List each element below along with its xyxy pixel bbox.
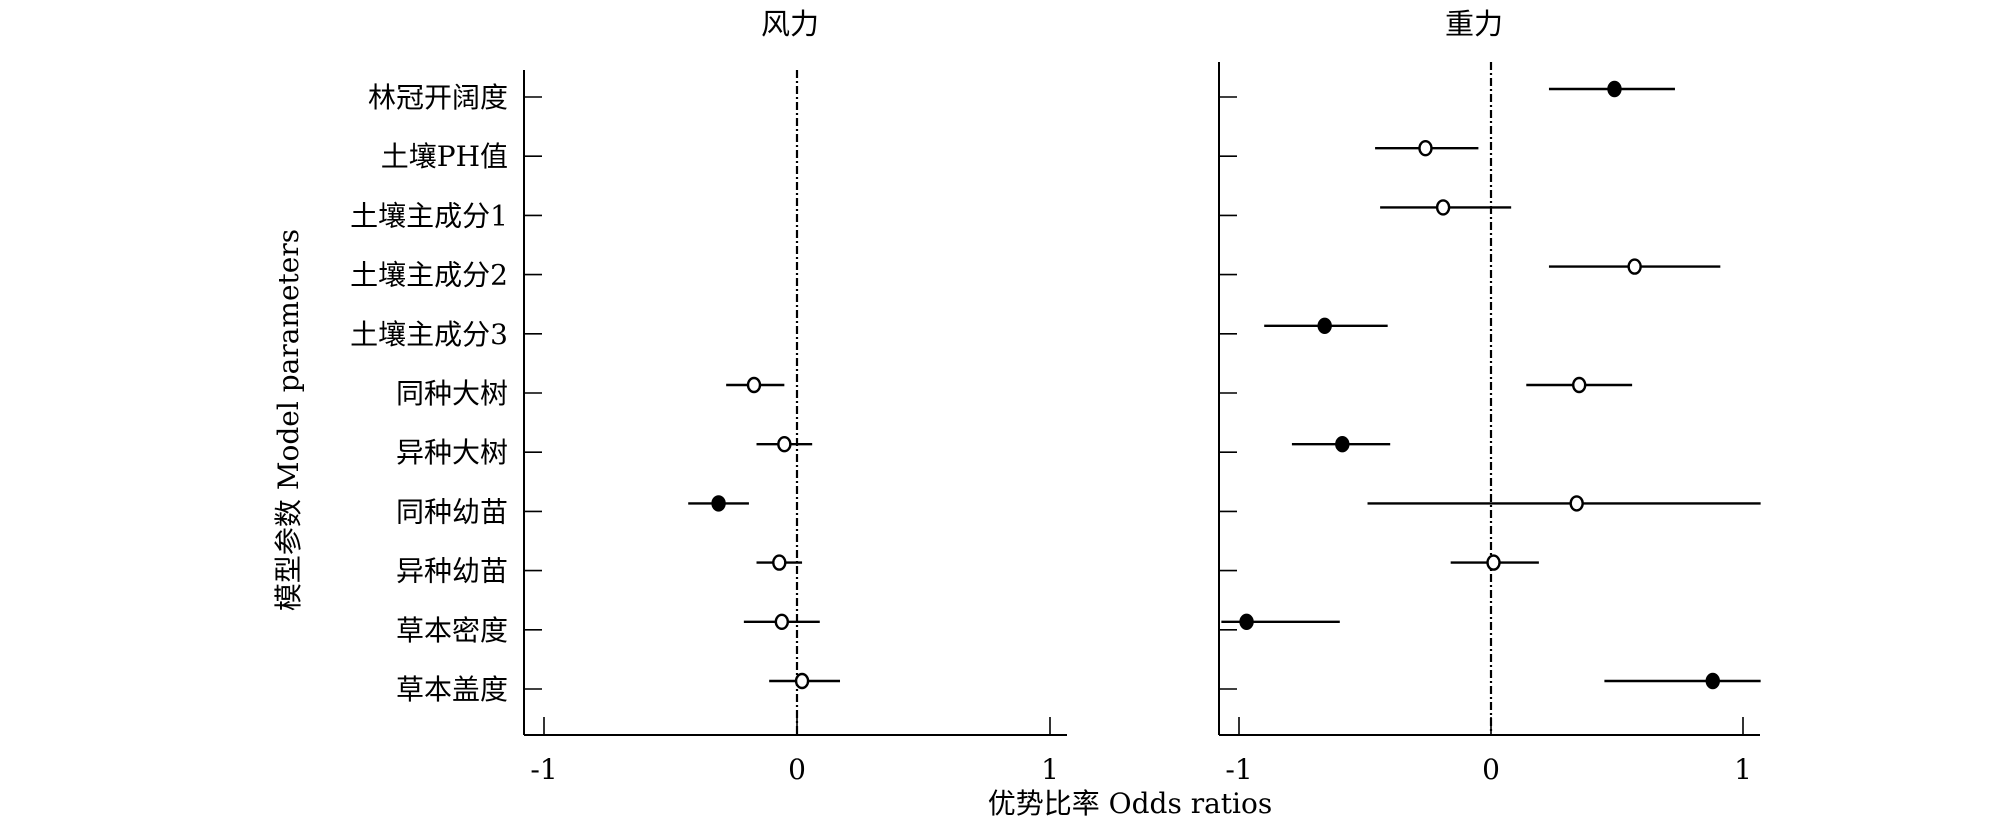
y-axis-title: 模型参数 Model parameters bbox=[272, 229, 305, 611]
estimate-point bbox=[1486, 554, 1501, 571]
estimate-point bbox=[772, 554, 787, 571]
x-tick-label: 1 bbox=[1041, 753, 1059, 786]
data-marks-gravity bbox=[1221, 80, 1761, 690]
estimate-point-significant bbox=[1607, 80, 1622, 98]
estimate-point bbox=[777, 436, 792, 453]
estimate-point bbox=[1571, 376, 1587, 394]
axes-gravity: -1 0 1 bbox=[1218, 62, 1760, 786]
row-label: 异种大树 bbox=[396, 436, 508, 469]
row-label: 林冠开阔度 bbox=[368, 81, 508, 114]
x-tick-label: -1 bbox=[530, 753, 557, 786]
row-label: 土壤主成分1 bbox=[350, 199, 508, 232]
estimate-point-significant bbox=[711, 495, 726, 512]
estimate-point-significant bbox=[1335, 436, 1350, 453]
panel-title-gravity: 重力 bbox=[1445, 7, 1503, 41]
estimate-point-significant bbox=[1705, 672, 1720, 690]
estimate-point-significant bbox=[1317, 317, 1332, 334]
row-label: 土壤主成分3 bbox=[350, 318, 508, 351]
x-tick-label: 1 bbox=[1734, 753, 1752, 786]
row-label: 土壤PH值 bbox=[381, 140, 508, 173]
x-tick-label: -1 bbox=[1225, 753, 1252, 786]
estimate-point-significant bbox=[1239, 613, 1254, 630]
row-label: 草本盖度 bbox=[396, 673, 508, 706]
data-marks-wind bbox=[688, 376, 841, 690]
panel-gravity: 重力 -1 0 1 bbox=[1218, 7, 1761, 786]
estimate-point bbox=[1418, 139, 1433, 157]
row-label: 草本密度 bbox=[396, 614, 508, 647]
estimate-point bbox=[1627, 258, 1642, 275]
estimate-point bbox=[1569, 495, 1584, 512]
panel-title-wind: 风力 bbox=[761, 7, 819, 41]
row-label: 异种幼苗 bbox=[396, 555, 508, 588]
row-label: 土壤主成分2 bbox=[350, 259, 508, 292]
x-tick-label: 0 bbox=[788, 753, 806, 786]
estimate-point bbox=[746, 376, 762, 394]
estimate-point bbox=[794, 672, 810, 690]
estimate-point bbox=[774, 613, 790, 630]
row-label: 同种幼苗 bbox=[396, 495, 508, 528]
estimate-point bbox=[1435, 199, 1451, 216]
row-label: 同种大树 bbox=[396, 377, 508, 410]
x-axis-title: 优势比率 Odds ratios bbox=[988, 787, 1273, 820]
x-tick-label: 0 bbox=[1482, 753, 1500, 786]
axes-wind: -1 0 1 bbox=[523, 70, 1067, 786]
